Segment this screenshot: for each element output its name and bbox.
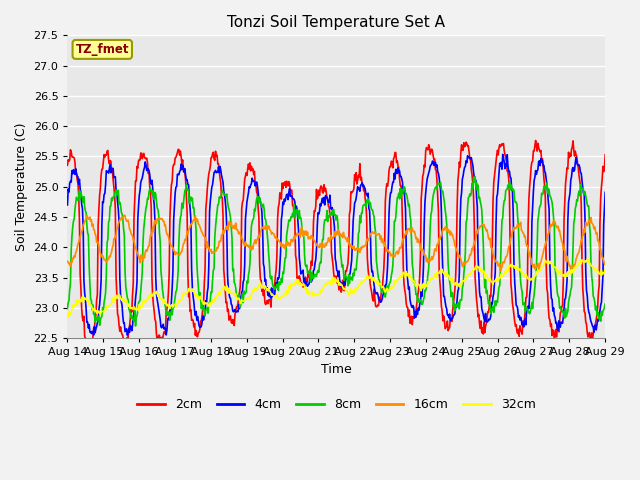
Y-axis label: Soil Temperature (C): Soil Temperature (C): [15, 122, 28, 251]
X-axis label: Time: Time: [321, 363, 352, 376]
Legend: 2cm, 4cm, 8cm, 16cm, 32cm: 2cm, 4cm, 8cm, 16cm, 32cm: [132, 393, 541, 416]
Title: Tonzi Soil Temperature Set A: Tonzi Soil Temperature Set A: [227, 15, 445, 30]
Text: TZ_fmet: TZ_fmet: [76, 43, 129, 56]
